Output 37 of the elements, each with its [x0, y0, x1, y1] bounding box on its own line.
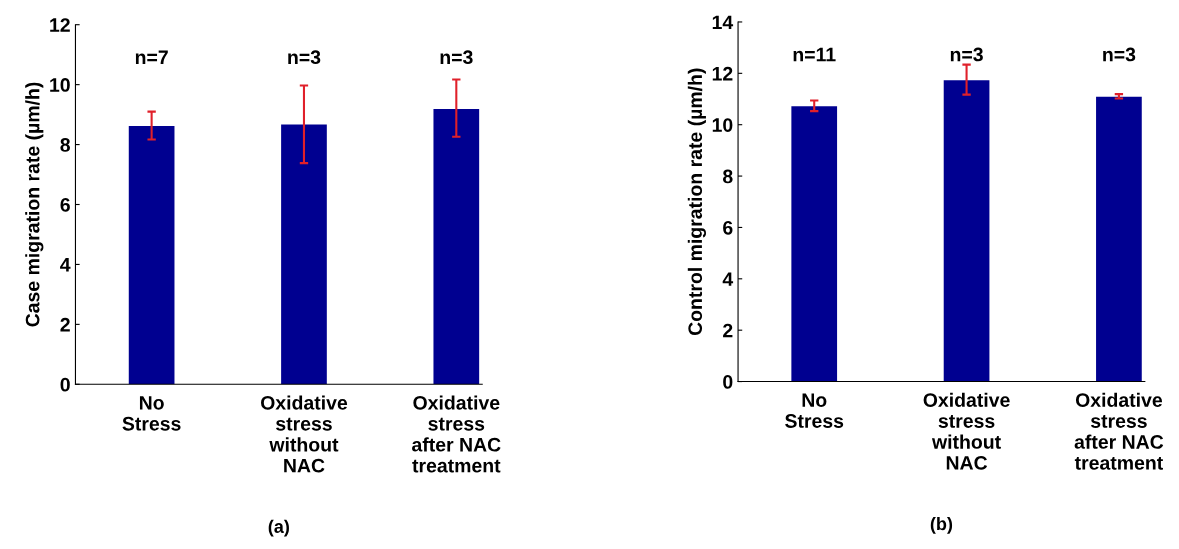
y-tick-label: 12	[712, 66, 733, 81]
x-tick-label: No Stress	[785, 393, 844, 428]
y-tick-label: 8	[723, 169, 733, 184]
x-tick-label: Oxidative stress without NAC	[923, 392, 1010, 470]
annotation: n=3	[1103, 47, 1136, 62]
y-axis-title: Control migration rate (µm/h)	[687, 68, 707, 336]
x-tick-label: Oxidative stress without NAC	[261, 395, 348, 473]
y-tick-label: 2	[723, 323, 733, 338]
text: (a)	[268, 519, 289, 537]
annotation: n=3	[440, 50, 473, 65]
y-tick-label: 6	[60, 197, 70, 212]
bar	[128, 125, 175, 385]
x-tick-label: No Stress	[122, 396, 181, 431]
x-tick-label: Oxidative stress after NAC treatment	[412, 395, 501, 473]
annotation: n=7	[135, 50, 168, 64]
y-axis-title: Case migration rate (µm/h)	[25, 82, 44, 327]
bar	[791, 106, 838, 382]
y-tick-label: 12	[50, 18, 70, 32]
y-tick-label: 4	[722, 272, 734, 286]
y-tick-label: 8	[60, 138, 70, 152]
text: (b)	[930, 516, 953, 534]
y-tick-label: 10	[50, 78, 70, 92]
y-tick-label: 0	[723, 375, 733, 389]
y-tick-label: 6	[723, 220, 733, 235]
x-tick-label: Oxidative stress after NAC treatment	[1074, 392, 1164, 470]
y-tick-label: 2	[60, 317, 70, 332]
y-tick-label: 0	[60, 377, 70, 392]
bar	[943, 80, 990, 382]
bar	[281, 124, 327, 385]
bar	[433, 108, 480, 385]
y-tick-label: 14	[712, 15, 734, 30]
annotation: n=11	[793, 47, 836, 62]
y-tick-label: 10	[712, 118, 733, 132]
annotation: n=3	[288, 50, 321, 65]
bar	[1096, 96, 1142, 382]
y-tick-label: 4	[60, 258, 71, 272]
annotation: n=3	[950, 47, 983, 62]
